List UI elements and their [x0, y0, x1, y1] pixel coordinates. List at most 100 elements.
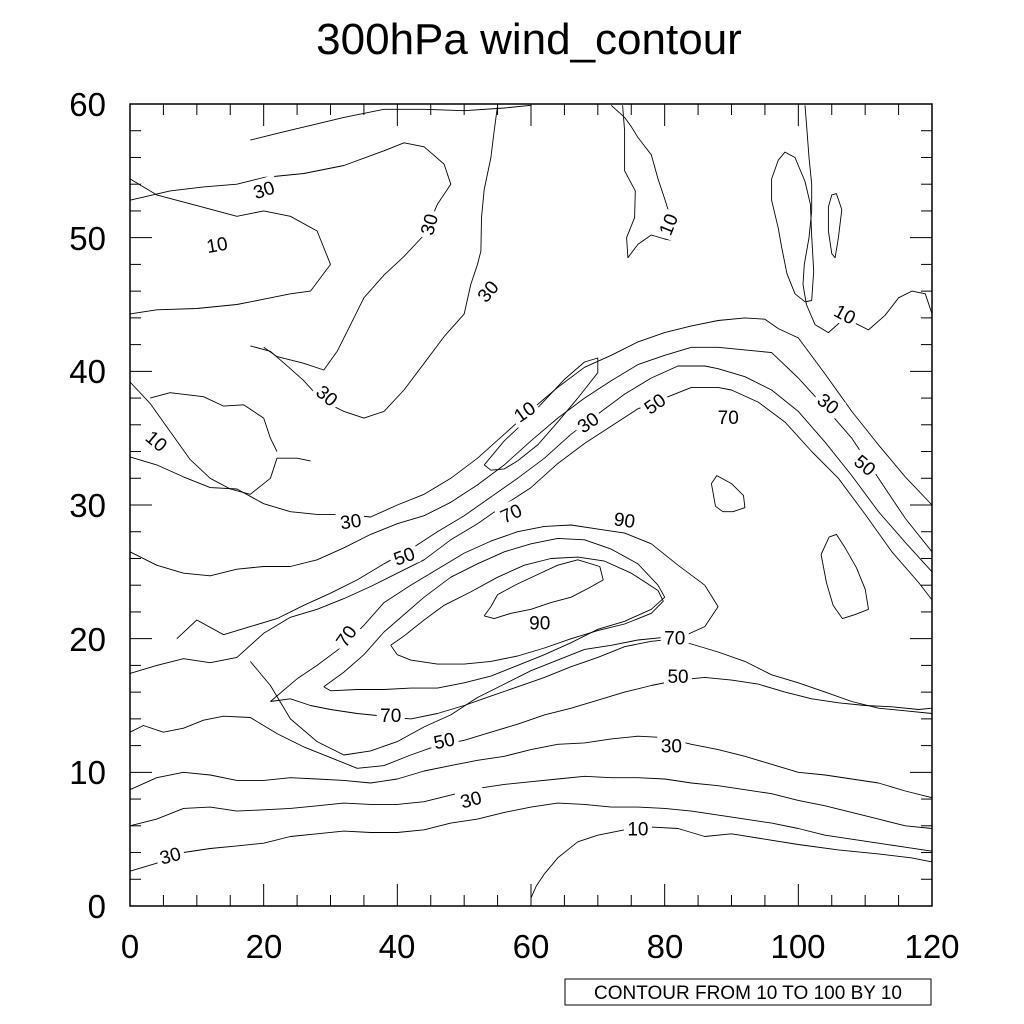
x-tick-labels: 0 20 40 60 80 100 120 — [121, 928, 960, 965]
contour-line-70-19 — [270, 524, 719, 720]
contour-label-9: 30 — [570, 405, 606, 440]
contour-label-17: 90 — [609, 506, 640, 533]
contour-line-10-0 — [129, 178, 331, 315]
contour-label-bg — [138, 423, 175, 459]
contour-line-70-17 — [129, 386, 933, 674]
y-tick-label-60: 60 — [69, 86, 106, 123]
contour-label-bg — [664, 665, 692, 688]
contour-label-bg — [810, 386, 847, 421]
contour-line-10-8 — [802, 105, 933, 334]
contour-line-90-20 — [323, 537, 666, 692]
contour-line-50-15 — [129, 346, 933, 577]
contour-label-4: 30 — [309, 377, 345, 413]
x-tick-label-0: 0 — [121, 928, 139, 965]
contour-label-bg — [525, 611, 554, 634]
contour-label-bg — [660, 626, 689, 649]
contour-line-70-16 — [176, 365, 933, 640]
contour-label-text: 50 — [641, 390, 670, 419]
contour-line-10-3 — [149, 392, 278, 452]
contour-label-text: 10 — [205, 234, 229, 258]
x-tick-label-40: 40 — [379, 928, 416, 965]
contour-label-text: 90 — [529, 614, 550, 635]
contour-label-bg — [246, 174, 281, 205]
contour-label-bg — [714, 405, 743, 428]
contour-label-text: 70 — [332, 622, 361, 651]
contour-label-6: 10 — [652, 207, 684, 242]
y-tick-label-50: 50 — [69, 220, 106, 257]
contour-label-bg — [428, 726, 461, 754]
contour-line-30-26 — [129, 802, 933, 872]
contour-label-text: 30 — [339, 511, 363, 535]
x-tick-label-120: 120 — [904, 928, 959, 965]
contour-label-1: 10 — [201, 231, 233, 258]
contour-info-frame — [564, 978, 932, 1006]
y-tick-label-0: 0 — [88, 888, 106, 925]
contour-label-bg — [309, 377, 345, 413]
contour-label-text: 30 — [474, 277, 504, 307]
contour-label-13: 50 — [847, 447, 883, 483]
contour-label-21: 50 — [664, 665, 692, 688]
y-tick-label-20: 20 — [69, 621, 106, 658]
contour-label-text: 30 — [813, 390, 843, 420]
contour-line-30-12 — [129, 142, 452, 371]
contour-label-bg — [609, 506, 640, 533]
contour-label-text: 90 — [612, 509, 636, 533]
contour-label-8: 10 — [506, 394, 543, 429]
contour-label-3: 30 — [470, 273, 506, 309]
contour-label-text: 10 — [627, 820, 648, 841]
y-tick-labels: 0 10 20 30 40 50 60 — [69, 86, 106, 925]
contour-label-text: 70 — [718, 408, 739, 429]
contour-line-90-22 — [483, 559, 604, 620]
contour-label-2: 30 — [414, 207, 443, 241]
contour-label-bg — [470, 273, 506, 309]
contour-label-18: 70 — [328, 618, 363, 654]
contour-label-bg — [454, 784, 488, 814]
contour-line-50-23 — [129, 676, 933, 769]
contour-label-text: 70 — [380, 706, 401, 727]
contour-label-bg — [328, 618, 363, 654]
contour-line-10-9 — [710, 475, 746, 513]
contour-label-19: 90 — [525, 611, 554, 635]
contour-label-bg — [570, 405, 606, 440]
contour-label-26: 10 — [623, 817, 652, 841]
contour-label-text: 70 — [664, 628, 685, 649]
contour-lines — [129, 104, 933, 899]
contour-info-box: CONTOUR FROM 10 TO 100 BY 10 — [564, 978, 932, 1006]
contour-line-90-21 — [390, 556, 664, 665]
x-tick-label-100: 100 — [770, 928, 825, 965]
axis-ticks — [129, 103, 933, 907]
contour-labels: 30 10 30 30 30 10 10 10 10 30 50 70 30 50 30 50 70 90 70 90… — [138, 174, 883, 870]
contour-label-bg — [493, 497, 529, 529]
contour-label-bg — [847, 447, 883, 483]
contour-line-10-1 — [250, 104, 532, 141]
contour-label-bg — [652, 207, 684, 242]
contour-label-0: 30 — [246, 174, 281, 205]
chart-title: 300hPa wind_contour — [316, 15, 742, 64]
contour-label-23: 50 — [428, 726, 461, 754]
contour-line-10-7 — [827, 193, 843, 259]
contour-label-text: 10 — [510, 398, 539, 427]
contour-label-bg — [506, 394, 543, 429]
contour-line-30-14 — [129, 317, 933, 518]
contour-label-11: 70 — [714, 405, 743, 429]
contour-label-text: 30 — [311, 382, 341, 412]
contour-label-text: 10 — [141, 427, 171, 457]
contour-label-27: 30 — [153, 840, 187, 870]
x-tick-label-60: 60 — [513, 928, 550, 965]
contour-line-10-10 — [820, 533, 869, 620]
contour-info-text: CONTOUR FROM 10 TO 100 BY 10 — [594, 983, 902, 1004]
contour-label-bg — [376, 703, 405, 726]
contour-label-12: 30 — [810, 386, 847, 421]
contour-line-30-24 — [129, 735, 933, 799]
contour-label-7: 10 — [827, 297, 863, 331]
contour-label-bg — [414, 207, 443, 241]
contour-label-14: 30 — [335, 508, 366, 535]
contour-label-bg — [387, 540, 421, 571]
contour-line-30-13 — [250, 105, 499, 419]
contour-label-bg — [201, 231, 233, 258]
contour-label-24: 30 — [657, 734, 686, 758]
contour-label-25: 30 — [454, 784, 488, 814]
y-tick-label-40: 40 — [69, 353, 106, 390]
contour-label-text: 50 — [667, 667, 688, 688]
